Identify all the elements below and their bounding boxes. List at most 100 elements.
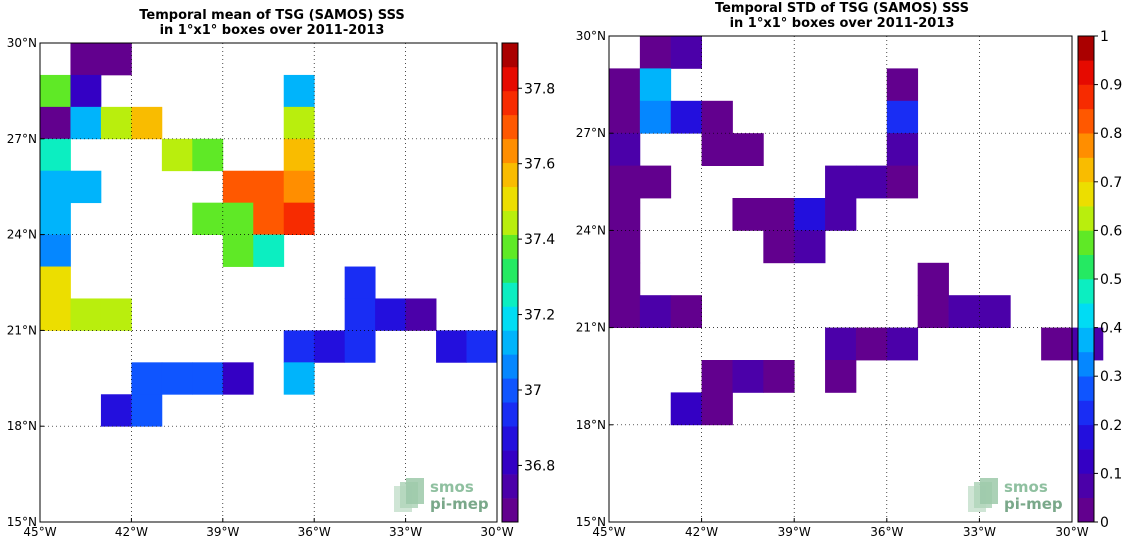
grid-cell — [192, 202, 224, 235]
colorbar-segment — [1078, 206, 1094, 231]
colorbar-segment — [502, 450, 518, 475]
grid-cell — [701, 360, 733, 393]
colorbar-segment — [1078, 351, 1094, 377]
grid-cell — [763, 198, 795, 231]
colorbar-segment — [1078, 303, 1094, 328]
grid-cell — [886, 133, 919, 166]
colorbar-segment — [1078, 400, 1094, 426]
grid-cell — [344, 330, 376, 363]
y-tick-label: 21°N — [7, 323, 37, 337]
colorbar-tick-label: 0 — [1100, 515, 1109, 531]
colorbar-segment — [502, 43, 518, 68]
grid-cell — [40, 138, 71, 172]
grid-cell — [436, 330, 467, 363]
grid-cell — [917, 262, 949, 296]
grid-cell — [100, 43, 132, 76]
grid-cell — [855, 165, 888, 199]
colorbar-tick-label: 0.2 — [1100, 418, 1122, 434]
x-tick-label: 30°W — [1055, 525, 1088, 539]
colorbar-segment — [1078, 254, 1094, 280]
y-tick-label: 30°N — [576, 29, 606, 43]
colorbar-segment — [502, 186, 518, 211]
y-tick-label: 18°N — [7, 419, 37, 433]
colorbar-segment — [1078, 133, 1094, 158]
colorbar-segment — [502, 90, 518, 116]
colorbar-segment — [1078, 157, 1094, 183]
grid-cell — [609, 198, 641, 231]
mean-plot-frame — [39, 42, 498, 523]
grid-cell — [639, 295, 672, 328]
colorbar-tick-label: 36.8 — [524, 458, 555, 474]
mean-colorbar — [502, 43, 518, 523]
grid-cell — [283, 74, 315, 108]
colorbar-tick-label: 0.1 — [1100, 466, 1122, 482]
grid-cell — [70, 74, 102, 108]
grid-cell — [609, 262, 641, 296]
x-tick-label: 36°W — [298, 525, 331, 539]
grid-cell — [40, 74, 71, 108]
grid-cell — [466, 330, 498, 363]
x-tick-label: 45°W — [592, 525, 625, 539]
std-chart-title-line2: in 1°x1° boxes over 2011-2013 — [730, 16, 955, 31]
grid-cell — [855, 327, 888, 361]
grid-cell — [825, 327, 857, 361]
std-cells — [609, 36, 1104, 426]
colorbar-tick-label: 37.4 — [524, 232, 555, 248]
grid-cell — [40, 298, 71, 331]
colorbar-tick-label: 37.8 — [524, 81, 555, 97]
grid-cell — [825, 165, 857, 199]
grid-cell — [917, 295, 949, 328]
x-tick-label: 36°W — [870, 525, 903, 539]
grid-cell — [222, 170, 254, 204]
colorbar-segment — [502, 354, 518, 379]
colorbar-segment — [502, 282, 518, 307]
colorbar-tick-label: 37 — [524, 383, 542, 399]
mean-y-ticks: 15°N 18°N 21°N 24°N 27°N 30°N — [7, 36, 44, 529]
std-chart-title-line1: Temporal STD of TSG (SAMOS) SSS — [715, 1, 969, 16]
x-tick-label: 45°W — [23, 525, 56, 539]
colorbar-tick-label: 0.4 — [1100, 321, 1122, 337]
grid-cell — [701, 100, 733, 134]
grid-cell — [763, 360, 795, 393]
x-tick-label: 33°W — [963, 525, 996, 539]
grid-cell — [825, 198, 857, 231]
grid-cell — [70, 106, 102, 140]
colorbar-tick-label: 37.2 — [524, 308, 555, 324]
grid-cell — [70, 298, 102, 331]
grid-cell — [161, 362, 193, 395]
mean-colorbar-frame — [501, 42, 519, 523]
colorbar-segment — [502, 114, 518, 140]
std-colorbar-ticks: 0 0.1 0.2 0.3 0.4 0.5 0.6 0.7 0.8 0.9 1 — [1094, 29, 1122, 531]
x-tick-label: 39°W — [778, 525, 811, 539]
colorbar-segment — [502, 138, 518, 164]
grid-cell — [131, 394, 163, 427]
y-tick-label: 27°N — [7, 132, 37, 146]
colorbar-segment — [1078, 497, 1094, 523]
colorbar-segment — [502, 474, 518, 499]
logo-text-pi-mep-right: pi-mep — [1004, 495, 1063, 513]
colorbar-segment — [1078, 230, 1094, 255]
std-y-ticks: 15°N 18°N 21°N 24°N 27°N 30°N — [576, 29, 613, 529]
grid-cell — [314, 330, 346, 363]
grid-cell — [609, 68, 641, 102]
grid-cell — [100, 298, 132, 331]
grid-cell — [344, 266, 376, 299]
grid-cell — [639, 165, 672, 199]
grid-cell — [732, 133, 764, 166]
grid-cell — [253, 234, 285, 267]
std-plot-frame — [608, 35, 1073, 523]
grid-cell — [283, 138, 315, 172]
grid-cell — [732, 198, 764, 231]
mean-colorbar-ticks: 36.8 37 37.2 37.4 37.6 37.8 — [518, 81, 555, 474]
grid-cell — [670, 36, 702, 69]
grid-cell — [609, 100, 641, 134]
grid-cell — [283, 170, 315, 204]
grid-cell — [886, 100, 919, 134]
colorbar-segment — [1078, 84, 1094, 110]
grid-cell — [609, 165, 641, 199]
grid-cell — [609, 230, 641, 264]
mean-cells — [40, 43, 498, 427]
grid-cell — [222, 202, 254, 235]
grid-cell — [639, 36, 672, 69]
grid-cell — [131, 106, 163, 140]
